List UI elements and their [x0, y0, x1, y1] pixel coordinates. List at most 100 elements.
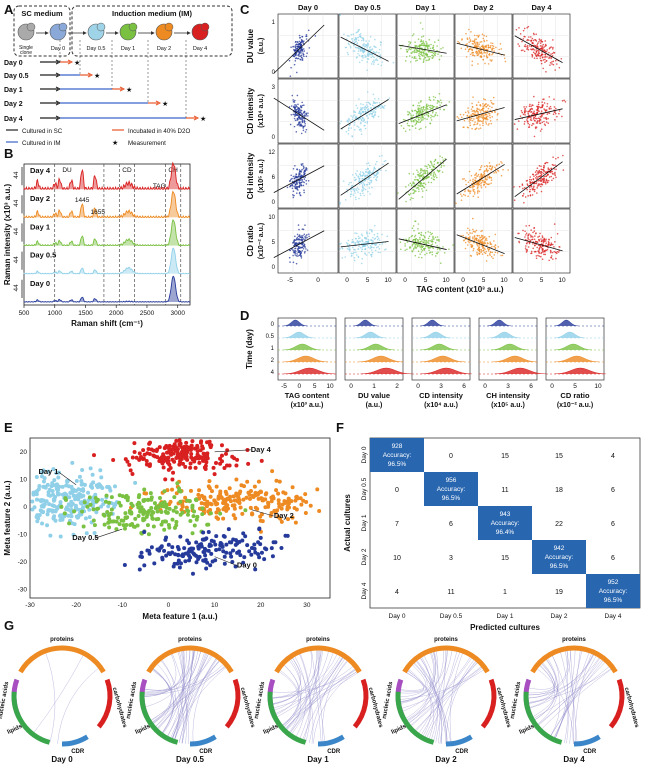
tsne-point — [276, 514, 281, 519]
scatter-point — [303, 110, 306, 113]
scatter-point — [541, 177, 543, 180]
scatter-point — [357, 52, 359, 55]
scatter-point — [347, 248, 350, 251]
scatter-point — [528, 190, 531, 193]
scatter-point — [344, 199, 347, 201]
scatter-point — [538, 40, 540, 43]
scatter-point — [473, 236, 476, 238]
scatter-point — [422, 108, 425, 110]
tsne-point — [219, 443, 224, 448]
diag-accuracy: 96.4% — [496, 529, 515, 536]
scatter-point — [478, 252, 480, 255]
scatter-point — [411, 245, 414, 247]
scatter-point — [486, 39, 488, 42]
scatter-point — [293, 125, 296, 128]
scatter-point — [358, 245, 360, 248]
scatter-point — [350, 181, 353, 184]
sc-medium-title: SC medium — [21, 9, 63, 18]
scatter-point — [540, 173, 543, 176]
scatter-point — [430, 116, 432, 119]
scatter-point — [358, 112, 360, 115]
scatter-point — [528, 114, 530, 117]
scatter-point — [305, 33, 308, 36]
scatter-point — [370, 63, 373, 65]
scatter-point — [404, 243, 406, 245]
scatter-point — [468, 241, 470, 244]
scatter-point — [477, 52, 479, 55]
scatter-point — [432, 52, 435, 55]
x-tick-label: 6 — [462, 383, 466, 390]
scatter-point — [430, 107, 432, 110]
x-axis-title: Meta feature 1 (a.u.) — [142, 612, 217, 621]
scatter-point — [440, 166, 442, 168]
scatter-point — [551, 55, 554, 57]
scatter-point — [371, 246, 373, 249]
scatter-point — [532, 243, 534, 245]
tsne-point — [92, 523, 97, 528]
tsne-point — [206, 522, 211, 527]
chord — [151, 652, 210, 725]
tsne-point — [174, 438, 179, 443]
x-tick-label: -10 — [118, 602, 128, 609]
scatter-point — [471, 127, 473, 130]
tsne-point — [201, 530, 206, 535]
scatter-point — [541, 106, 543, 109]
scatter-point — [414, 254, 417, 257]
scatter-point — [362, 174, 364, 177]
scatter-point — [482, 124, 484, 127]
tsne-point — [276, 501, 281, 506]
single-clone-label-2: clone — [20, 50, 32, 56]
scatter-point — [419, 109, 422, 112]
tsne-point — [224, 542, 229, 547]
tsne-point — [183, 456, 188, 461]
scatter-point — [359, 240, 362, 243]
tsne-point — [107, 517, 112, 522]
scatter-point — [545, 50, 548, 53]
scatter-point — [491, 59, 493, 61]
scatter-point — [308, 235, 310, 238]
scatter-point — [302, 165, 305, 167]
scatter-point — [494, 251, 497, 254]
scatter-point — [353, 257, 356, 259]
scatter-point — [420, 108, 422, 110]
scatter-point — [489, 251, 492, 253]
violin-shape — [360, 367, 412, 375]
scatter-point — [296, 186, 299, 188]
scatter-point — [422, 234, 425, 237]
tsne-point — [114, 527, 119, 532]
scatter-point — [545, 109, 548, 111]
tsne-point — [252, 484, 257, 489]
scatter-point — [409, 192, 412, 195]
scatter-point — [305, 235, 307, 237]
scatter-point — [544, 53, 546, 56]
scatter-point — [497, 245, 500, 248]
scatter-point — [412, 114, 414, 117]
scatter-point — [536, 246, 538, 249]
scatter-point — [372, 55, 374, 57]
scatter-point — [440, 47, 442, 50]
tsne-point — [259, 490, 264, 495]
scatter-point — [537, 236, 539, 238]
scatter-point — [288, 249, 291, 252]
scatter-point — [476, 182, 478, 185]
scatter-point — [543, 108, 545, 110]
tsne-point — [275, 508, 280, 513]
tsne-point — [266, 500, 271, 505]
scatter-point — [476, 110, 479, 113]
scatter-point — [523, 45, 526, 48]
scatter-point — [353, 248, 356, 251]
scatter-point — [541, 53, 544, 56]
scatter-point — [469, 53, 472, 56]
scatter-point — [477, 196, 480, 198]
scatter-point — [484, 186, 487, 188]
scatter-point — [472, 189, 474, 191]
scatter-point — [542, 179, 545, 181]
tsne-point — [167, 506, 172, 511]
scatter-point — [375, 107, 377, 110]
scatter-point — [297, 238, 300, 241]
scatter-point — [536, 122, 539, 124]
tsne-point — [50, 509, 55, 514]
x-axis-title: CD ratio — [560, 391, 590, 400]
scatter-point — [420, 233, 422, 236]
